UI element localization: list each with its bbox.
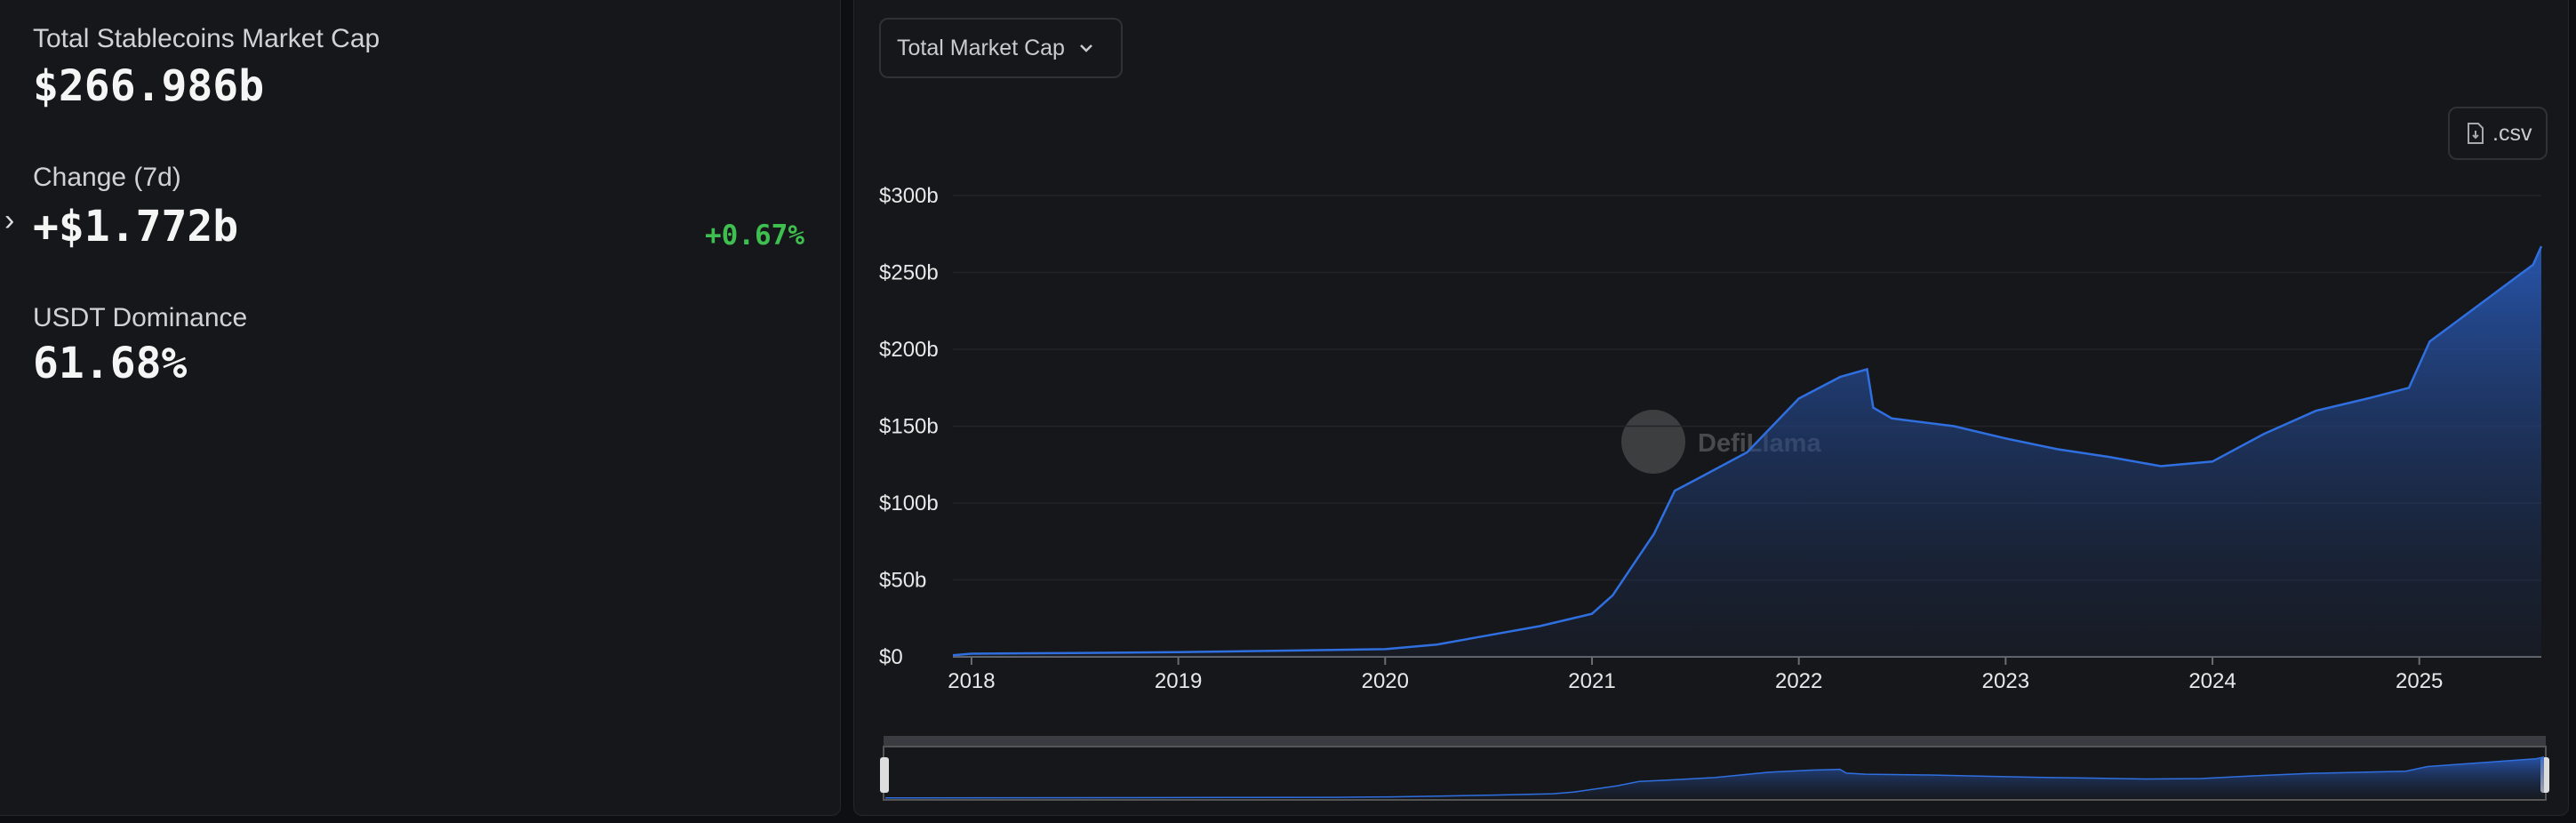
stat-label: Change (7d) bbox=[33, 163, 181, 192]
metric-dropdown[interactable]: Total Market Cap bbox=[879, 18, 1123, 78]
csv-label: .csv bbox=[2492, 120, 2532, 146]
stat-value: 61.68% bbox=[33, 339, 188, 388]
dropdown-label: Total Market Cap bbox=[897, 35, 1065, 60]
chart-panel bbox=[853, 0, 2569, 816]
file-icon bbox=[2468, 123, 2484, 144]
stats-panel: Total Stablecoins Market Cap $266.986b C… bbox=[0, 0, 841, 816]
stat-value: +$1.772b bbox=[33, 202, 239, 252]
expand-arrow[interactable]: › bbox=[4, 204, 15, 237]
stat-label: USDT Dominance bbox=[33, 303, 248, 332]
chevron bbox=[1080, 44, 1092, 52]
stat-value: $266.986b bbox=[33, 61, 265, 111]
csv-button[interactable]: .csv bbox=[2448, 107, 2548, 160]
stat-change: +0.67% bbox=[705, 220, 804, 252]
stat-label: Total Stablecoins Market Cap bbox=[33, 24, 380, 53]
